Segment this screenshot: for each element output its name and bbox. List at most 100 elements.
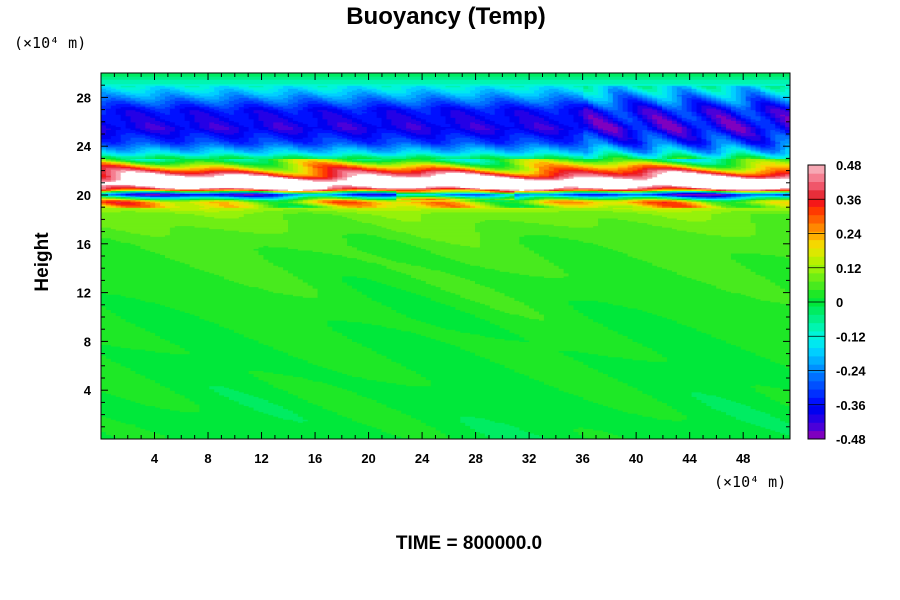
- heatmap-cell: [386, 237, 432, 240]
- heatmap-cell: [534, 150, 560, 153]
- heatmap-cell: [253, 338, 353, 341]
- heatmap-cell: [632, 150, 639, 153]
- heatmap-cell: [455, 195, 461, 198]
- heatmap-cell: [671, 198, 678, 201]
- heatmap-cell: [101, 388, 171, 391]
- heatmap-cell: [415, 166, 432, 169]
- heatmap-cell: [598, 370, 790, 373]
- heatmap-cell: [607, 173, 624, 176]
- heatmap-cell: [578, 167, 589, 170]
- heatmap-cell: [632, 338, 722, 341]
- heatmap-cell: [479, 431, 530, 434]
- heatmap-cell: [179, 149, 196, 152]
- heatmap-cell: [735, 188, 762, 192]
- heatmap-cell: [189, 124, 201, 127]
- heatmap-cell: [130, 146, 141, 149]
- heatmap-cell: [420, 143, 432, 146]
- heatmap-cell: [101, 152, 107, 155]
- heatmap-cell: [376, 138, 388, 141]
- heatmap-cell: [583, 166, 594, 169]
- heatmap-cell: [573, 138, 584, 141]
- heatmap-cell: [105, 307, 176, 310]
- heatmap-cell: [435, 190, 442, 193]
- heatmap-cell: [140, 326, 225, 329]
- heatmap-cell: [347, 137, 363, 140]
- heatmap-cell: [721, 146, 732, 149]
- heatmap-cell: [292, 410, 333, 413]
- heatmap-cell: [652, 143, 658, 146]
- heatmap-cell: [366, 141, 373, 144]
- heatmap-cell: [553, 385, 634, 388]
- heatmap-cell: [607, 190, 624, 193]
- heatmap-cell: [578, 195, 589, 198]
- heatmap-cell: [740, 176, 747, 179]
- heatmap-cell: [479, 243, 525, 246]
- heatmap-cell: [312, 211, 358, 214]
- heatmap-cell: [642, 152, 648, 155]
- heatmap-cell: [169, 172, 186, 175]
- heatmap-cell: [499, 205, 506, 208]
- heatmap-cell: [150, 249, 260, 253]
- heatmap-cell: [125, 121, 137, 124]
- heatmap-cell: [460, 420, 496, 423]
- heatmap-cell: [750, 213, 790, 216]
- heatmap-cell: [263, 144, 294, 147]
- heatmap-cell: [386, 188, 397, 192]
- heatmap-cell: [529, 204, 535, 207]
- heatmap-cell: [647, 124, 653, 127]
- heatmap-cell: [347, 242, 407, 245]
- heatmap-cell: [770, 134, 776, 137]
- heatmap-cell: [253, 156, 274, 159]
- heatmap-cell: [292, 121, 304, 124]
- heatmap-cell: [543, 318, 594, 321]
- heatmap-cell: [588, 140, 604, 143]
- heatmap-cell: [101, 411, 265, 414]
- heatmap-cell: [716, 188, 722, 192]
- heatmap-cell: [233, 146, 265, 149]
- heatmap-cell: [691, 127, 698, 131]
- heatmap-cell: [238, 126, 250, 129]
- heatmap-cell: [169, 191, 176, 195]
- heatmap-cell: [101, 242, 132, 245]
- heatmap-cell: [750, 161, 762, 164]
- heatmap-cell: [386, 127, 402, 131]
- heatmap-cell: [484, 126, 496, 129]
- heatmap-cell: [775, 399, 790, 402]
- heatmap-cell: [593, 146, 604, 149]
- heatmap-cell: [671, 166, 678, 169]
- heatmap-cell: [322, 201, 328, 204]
- heatmap-cell: [671, 141, 678, 144]
- heatmap-cell: [110, 359, 309, 362]
- heatmap-cell: [716, 158, 722, 161]
- heatmap-cell: [534, 147, 550, 150]
- heatmap-cell: [745, 147, 752, 150]
- heatmap-cell: [721, 204, 732, 207]
- heatmap-cell: [396, 408, 619, 411]
- heatmap-cell: [765, 153, 771, 156]
- heatmap-cell: [184, 135, 215, 138]
- heatmap-cell: [740, 144, 747, 147]
- heatmap-cell: [598, 153, 604, 156]
- heatmap-cell: [711, 190, 717, 193]
- heatmap-cell: [524, 199, 530, 202]
- heatmap-cell: [381, 256, 447, 259]
- heatmap-cell: [214, 205, 225, 208]
- heatmap-cell: [489, 321, 599, 324]
- heatmap-cell: [696, 205, 703, 208]
- heatmap-cell: [666, 127, 683, 131]
- heatmap-cell: [622, 172, 639, 175]
- heatmap-cell: [145, 147, 161, 150]
- heatmap-cell: [691, 394, 717, 397]
- heatmap-cell: [401, 130, 412, 134]
- heatmap-cell: [199, 126, 210, 129]
- heatmap-cell: [248, 155, 274, 158]
- heatmap-cell: [420, 374, 530, 378]
- heatmap-cell: [671, 152, 683, 155]
- heatmap-cell: [622, 356, 668, 359]
- heatmap-cell: [657, 173, 712, 176]
- heatmap-cell: [637, 167, 643, 170]
- heatmap-cell: [647, 126, 653, 129]
- heatmap-cell: [647, 135, 658, 138]
- heatmap-cell: [475, 429, 525, 432]
- heatmap-cell: [686, 162, 693, 166]
